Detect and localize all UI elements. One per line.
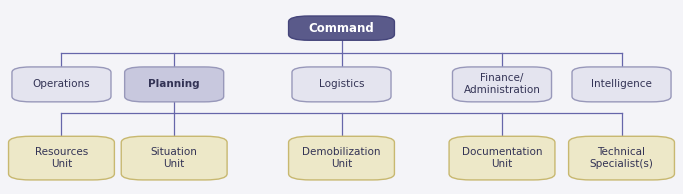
FancyBboxPatch shape	[12, 67, 111, 102]
Text: Finance/
Administration: Finance/ Administration	[464, 73, 540, 95]
Text: Demobilization
Unit: Demobilization Unit	[303, 147, 380, 169]
Text: Operations: Operations	[33, 79, 90, 89]
FancyBboxPatch shape	[288, 16, 395, 40]
FancyBboxPatch shape	[449, 136, 555, 180]
Text: Technical
Specialist(s): Technical Specialist(s)	[589, 147, 654, 169]
Text: Resources
Unit: Resources Unit	[35, 147, 88, 169]
FancyBboxPatch shape	[288, 136, 395, 180]
FancyBboxPatch shape	[122, 136, 227, 180]
Text: Situation
Unit: Situation Unit	[151, 147, 197, 169]
Text: Planning: Planning	[148, 79, 200, 89]
Text: Intelligence: Intelligence	[591, 79, 652, 89]
Text: Command: Command	[309, 22, 374, 35]
Text: Documentation
Unit: Documentation Unit	[462, 147, 542, 169]
Text: Logistics: Logistics	[319, 79, 364, 89]
FancyBboxPatch shape	[572, 67, 671, 102]
FancyBboxPatch shape	[124, 67, 224, 102]
FancyBboxPatch shape	[292, 67, 391, 102]
FancyBboxPatch shape	[453, 67, 552, 102]
FancyBboxPatch shape	[568, 136, 675, 180]
FancyBboxPatch shape	[8, 136, 114, 180]
